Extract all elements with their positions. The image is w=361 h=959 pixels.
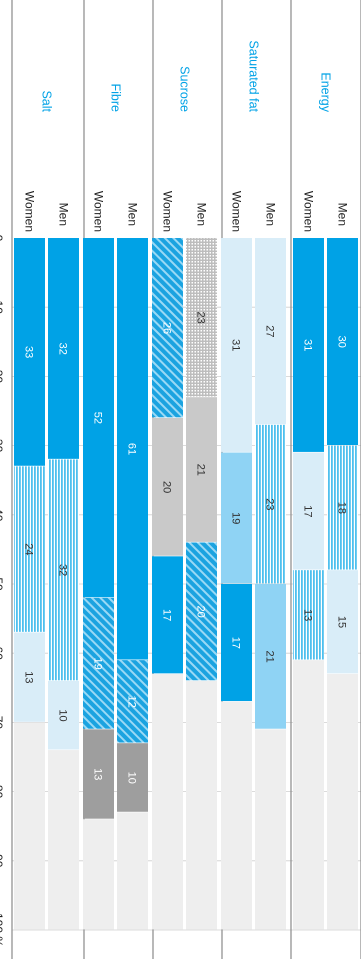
data-label: 13 — [23, 671, 35, 683]
bar-segment-other — [221, 701, 252, 930]
bar-segment-dairy — [327, 570, 358, 674]
bar-segment-cereal — [48, 238, 79, 459]
data-label: 18 — [336, 502, 348, 514]
bar-segment-veg — [83, 729, 114, 819]
row-label: Men — [264, 203, 278, 226]
group-label: Fibre — [109, 84, 123, 113]
bar-segment-dairy — [14, 632, 45, 722]
bar-segment-other — [83, 819, 114, 930]
tick-label: 70 — [0, 716, 5, 730]
group-label: Energy — [319, 72, 333, 112]
tick-label: 100 % — [0, 913, 5, 947]
tick-label: 50 — [0, 577, 5, 591]
data-label: 21 — [195, 464, 207, 476]
group-label: Salt — [40, 90, 54, 112]
bar-segment-other — [14, 722, 45, 930]
bar-segment-cereal — [221, 584, 252, 702]
tick-label: 30 — [0, 439, 5, 453]
bar-segment-other — [327, 673, 358, 930]
bar-segment-fruit — [152, 238, 183, 418]
data-label: 26 — [161, 322, 173, 334]
row-label: Women — [92, 191, 106, 232]
tick-label: 20 — [0, 370, 5, 384]
row-label: Women — [23, 191, 37, 232]
data-label: 10 — [126, 772, 138, 784]
tick-label: 10 — [0, 301, 5, 315]
data-label: 33 — [23, 346, 35, 358]
bar-segment-cereal — [293, 238, 324, 452]
data-label: 32 — [57, 564, 69, 576]
bar-segment-drinks — [186, 238, 217, 397]
data-label: 12 — [126, 696, 138, 708]
row-label: Women — [230, 191, 244, 232]
tick-label: 90 — [0, 854, 5, 868]
data-label: 20 — [195, 606, 207, 618]
bar-segment-veg — [117, 743, 148, 812]
bar-segment-other — [152, 673, 183, 930]
bar-segment-dairy — [221, 238, 252, 452]
data-label: 13 — [302, 609, 314, 621]
row-label: Women — [161, 191, 175, 232]
data-label: 30 — [336, 336, 348, 348]
data-label: 10 — [57, 709, 69, 721]
row-label: Men — [126, 203, 140, 226]
data-label: 20 — [161, 481, 173, 493]
data-label: 13 — [92, 768, 104, 780]
bar-segment-meat — [48, 459, 79, 681]
group-label: Saturated fat — [247, 40, 261, 112]
bar-segment-fruit — [186, 542, 217, 681]
data-label: 17 — [302, 505, 314, 517]
tick-label: 40 — [0, 508, 5, 522]
bar-segment-cereal — [152, 556, 183, 674]
bar-segment-cereal — [117, 238, 148, 660]
tick-label: 60 — [0, 647, 5, 661]
bar-segment-spreads — [221, 452, 252, 584]
bar-segment-dairy — [48, 680, 79, 750]
bar-segment-fruit — [117, 660, 148, 743]
row-label: Women — [302, 191, 316, 232]
bar-segment-other — [186, 680, 217, 930]
bar-segment-meat — [255, 424, 286, 584]
data-label: 24 — [23, 543, 35, 555]
data-label: 32 — [57, 343, 69, 355]
tick-label: 0 — [0, 235, 5, 242]
data-label: 15 — [336, 616, 348, 628]
bar-segment-fruit — [83, 597, 114, 729]
bar-segment-meat — [14, 466, 45, 632]
data-label: 27 — [264, 325, 276, 337]
bar-segment-other — [255, 729, 286, 930]
data-label: 21 — [264, 651, 276, 663]
bar-segment-spreads — [255, 584, 286, 729]
bar-segment-cereal — [14, 238, 45, 466]
bar-segment-sugar — [186, 397, 217, 542]
bar-segment-other — [48, 750, 79, 930]
group-label: Sucrose — [178, 66, 192, 112]
data-label: 23 — [195, 311, 207, 323]
bar-segment-dairy — [255, 238, 286, 425]
bar-segment-other — [293, 660, 324, 930]
bar-segment-dairy — [293, 452, 324, 570]
data-label: 23 — [264, 498, 276, 510]
data-label: 17 — [230, 637, 242, 649]
row-label: Men — [195, 203, 209, 226]
bar-segment-meat — [293, 570, 324, 660]
data-label: 19 — [92, 657, 104, 669]
bar-segment-other — [117, 812, 148, 930]
data-label: 17 — [161, 609, 173, 621]
tick-label: 80 — [0, 785, 5, 799]
data-label: 61 — [126, 443, 138, 455]
bar-segment-sugar — [152, 417, 183, 556]
row-label: Men — [336, 203, 350, 226]
data-label: 52 — [92, 412, 104, 424]
row-label: Men — [57, 203, 71, 226]
bar-segment-meat — [327, 445, 358, 570]
bar-segment-cereal — [327, 238, 358, 445]
data-label: 31 — [230, 339, 242, 351]
bar-segment-cereal — [83, 238, 114, 598]
data-label: 19 — [230, 512, 242, 524]
data-label: 31 — [302, 339, 314, 351]
